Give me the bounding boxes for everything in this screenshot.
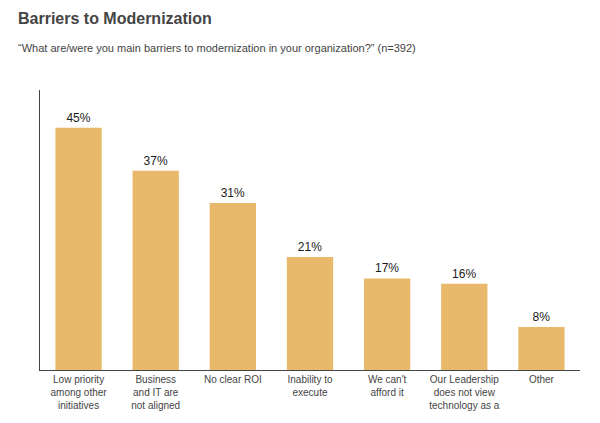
svg-text:No clear ROI: No clear ROI bbox=[204, 374, 262, 385]
svg-text:Other: Other bbox=[529, 374, 555, 385]
svg-text:Our Leadershipdoes not viewtec: Our Leadershipdoes not viewtechnology as… bbox=[429, 374, 499, 411]
svg-text:37%: 37% bbox=[144, 154, 168, 168]
svg-text:Barriers to Modernization: Barriers to Modernization bbox=[18, 10, 212, 27]
svg-text:Inability toexecute: Inability toexecute bbox=[287, 374, 332, 398]
svg-text:21%: 21% bbox=[298, 240, 322, 254]
svg-text:45%: 45% bbox=[66, 111, 90, 125]
svg-text:8%: 8% bbox=[533, 310, 551, 324]
svg-text:16%: 16% bbox=[452, 267, 476, 281]
svg-text:17%: 17% bbox=[375, 261, 399, 275]
svg-text:Low priorityamong otherinitiat: Low priorityamong otherinitiatives bbox=[50, 374, 107, 411]
svg-text:31%: 31% bbox=[221, 186, 245, 200]
svg-text:Businessand IT arenot aligned: Businessand IT arenot aligned bbox=[131, 374, 180, 411]
svg-text:We can'tafford it: We can'tafford it bbox=[368, 374, 407, 398]
svg-text:“What are/were you main barrie: “What are/were you main barriers to mode… bbox=[18, 42, 416, 54]
